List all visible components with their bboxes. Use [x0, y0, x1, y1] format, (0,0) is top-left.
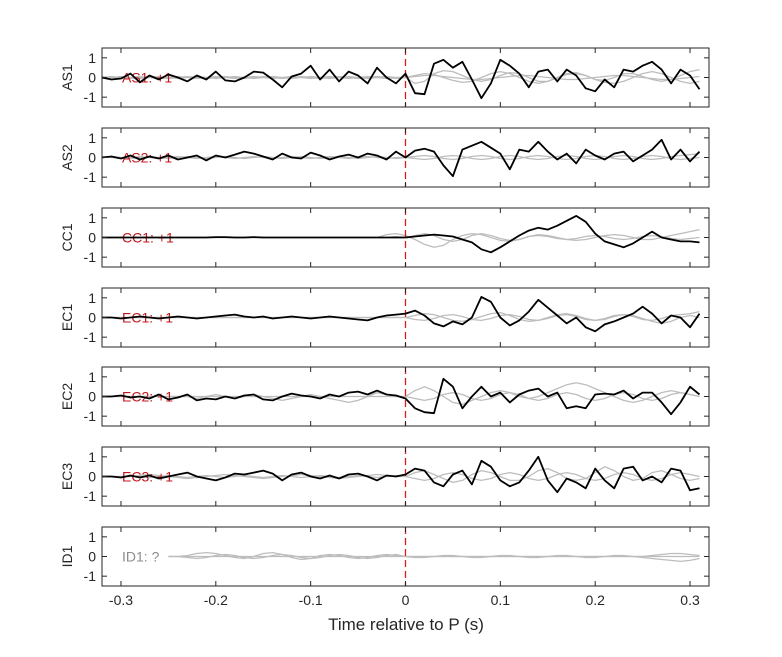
y-axis-label-as1: AS1 — [59, 64, 75, 91]
y-axis-label-ec1: EC1 — [59, 304, 75, 331]
y-tick-label-as1-0: 1 — [88, 50, 96, 66]
y-axis-label-ec2: EC2 — [59, 383, 75, 410]
trace-gray-ec1-2 — [102, 310, 700, 322]
x-axis: -0.3 -0.2 -0.1 0 0.1 0.2 0.3 — [109, 592, 700, 608]
y-tick-label-as1-1: 0 — [88, 70, 96, 86]
y-tick-label-cc1-1: 0 — [88, 230, 96, 246]
x-tick-label-2: -0.1 — [299, 592, 323, 608]
trace-main-as1 — [101, 58, 701, 100]
x-tick-label-1: -0.2 — [204, 592, 228, 608]
y-tick-label-ec1-1: 0 — [88, 310, 96, 326]
y-tick-label-cc1-2: -1 — [84, 249, 97, 265]
trace-main-ec3 — [102, 455, 700, 494]
y-tick-label-ec3-0: 1 — [88, 449, 96, 465]
x-tick-label-3: 0 — [402, 592, 410, 608]
trace-main-ec2 — [102, 377, 701, 416]
y-tick-label-id1-1: 0 — [88, 549, 96, 565]
trace-main-cc1 — [102, 215, 700, 254]
x-tick-label-5: 0.2 — [585, 592, 605, 608]
y-tick-label-ec2-2: -1 — [84, 408, 97, 424]
y-tick-label-as2-0: 1 — [88, 130, 96, 146]
y-tick-label-ec1-2: -1 — [84, 329, 97, 345]
annotation-ec2: EC2: +1 — [122, 389, 173, 405]
y-tick-label-as2-1: 0 — [88, 150, 96, 166]
y-axis-label-id1: ID1 — [59, 545, 75, 567]
y-axis-label-cc1: CC1 — [59, 223, 75, 251]
y-tick-label-ec2-1: 0 — [88, 389, 96, 405]
y-tick-label-ec3-1: 0 — [88, 469, 96, 485]
panel-id1: ID1: ? 1 0 -1 ID1 — [59, 526, 710, 587]
y-tick-label-id1-0: 1 — [88, 529, 96, 545]
y-tick-label-as1-2: -1 — [84, 89, 97, 105]
trace-main-ec1 — [102, 296, 701, 333]
x-tick-label-4: 0.1 — [491, 592, 511, 608]
y-tick-label-ec1-0: 1 — [88, 290, 96, 306]
y-tick-label-cc1-0: 1 — [88, 210, 96, 226]
trace-main-as2 — [101, 138, 701, 178]
y-axis-label-as2: AS2 — [59, 144, 75, 171]
y-tick-label-ec2-0: 1 — [88, 369, 96, 385]
annotation-id1: ID1: ? — [122, 549, 160, 565]
x-axis-label: Time relative to P (s) — [328, 615, 484, 634]
y-tick-label-ec3-2: -1 — [84, 488, 97, 504]
x-tick-label-0: -0.3 — [109, 592, 133, 608]
panel-ec2: EC2: +1 1 0 -1 EC2 — [59, 366, 710, 427]
x-tick-label-6: 0.3 — [680, 592, 700, 608]
trace-gray-cc1-1 — [102, 228, 700, 248]
y-tick-label-id1-2: -1 — [84, 568, 97, 584]
y-axis-label-ec3: EC3 — [59, 463, 75, 490]
y-tick-label-as2-2: -1 — [84, 169, 97, 185]
